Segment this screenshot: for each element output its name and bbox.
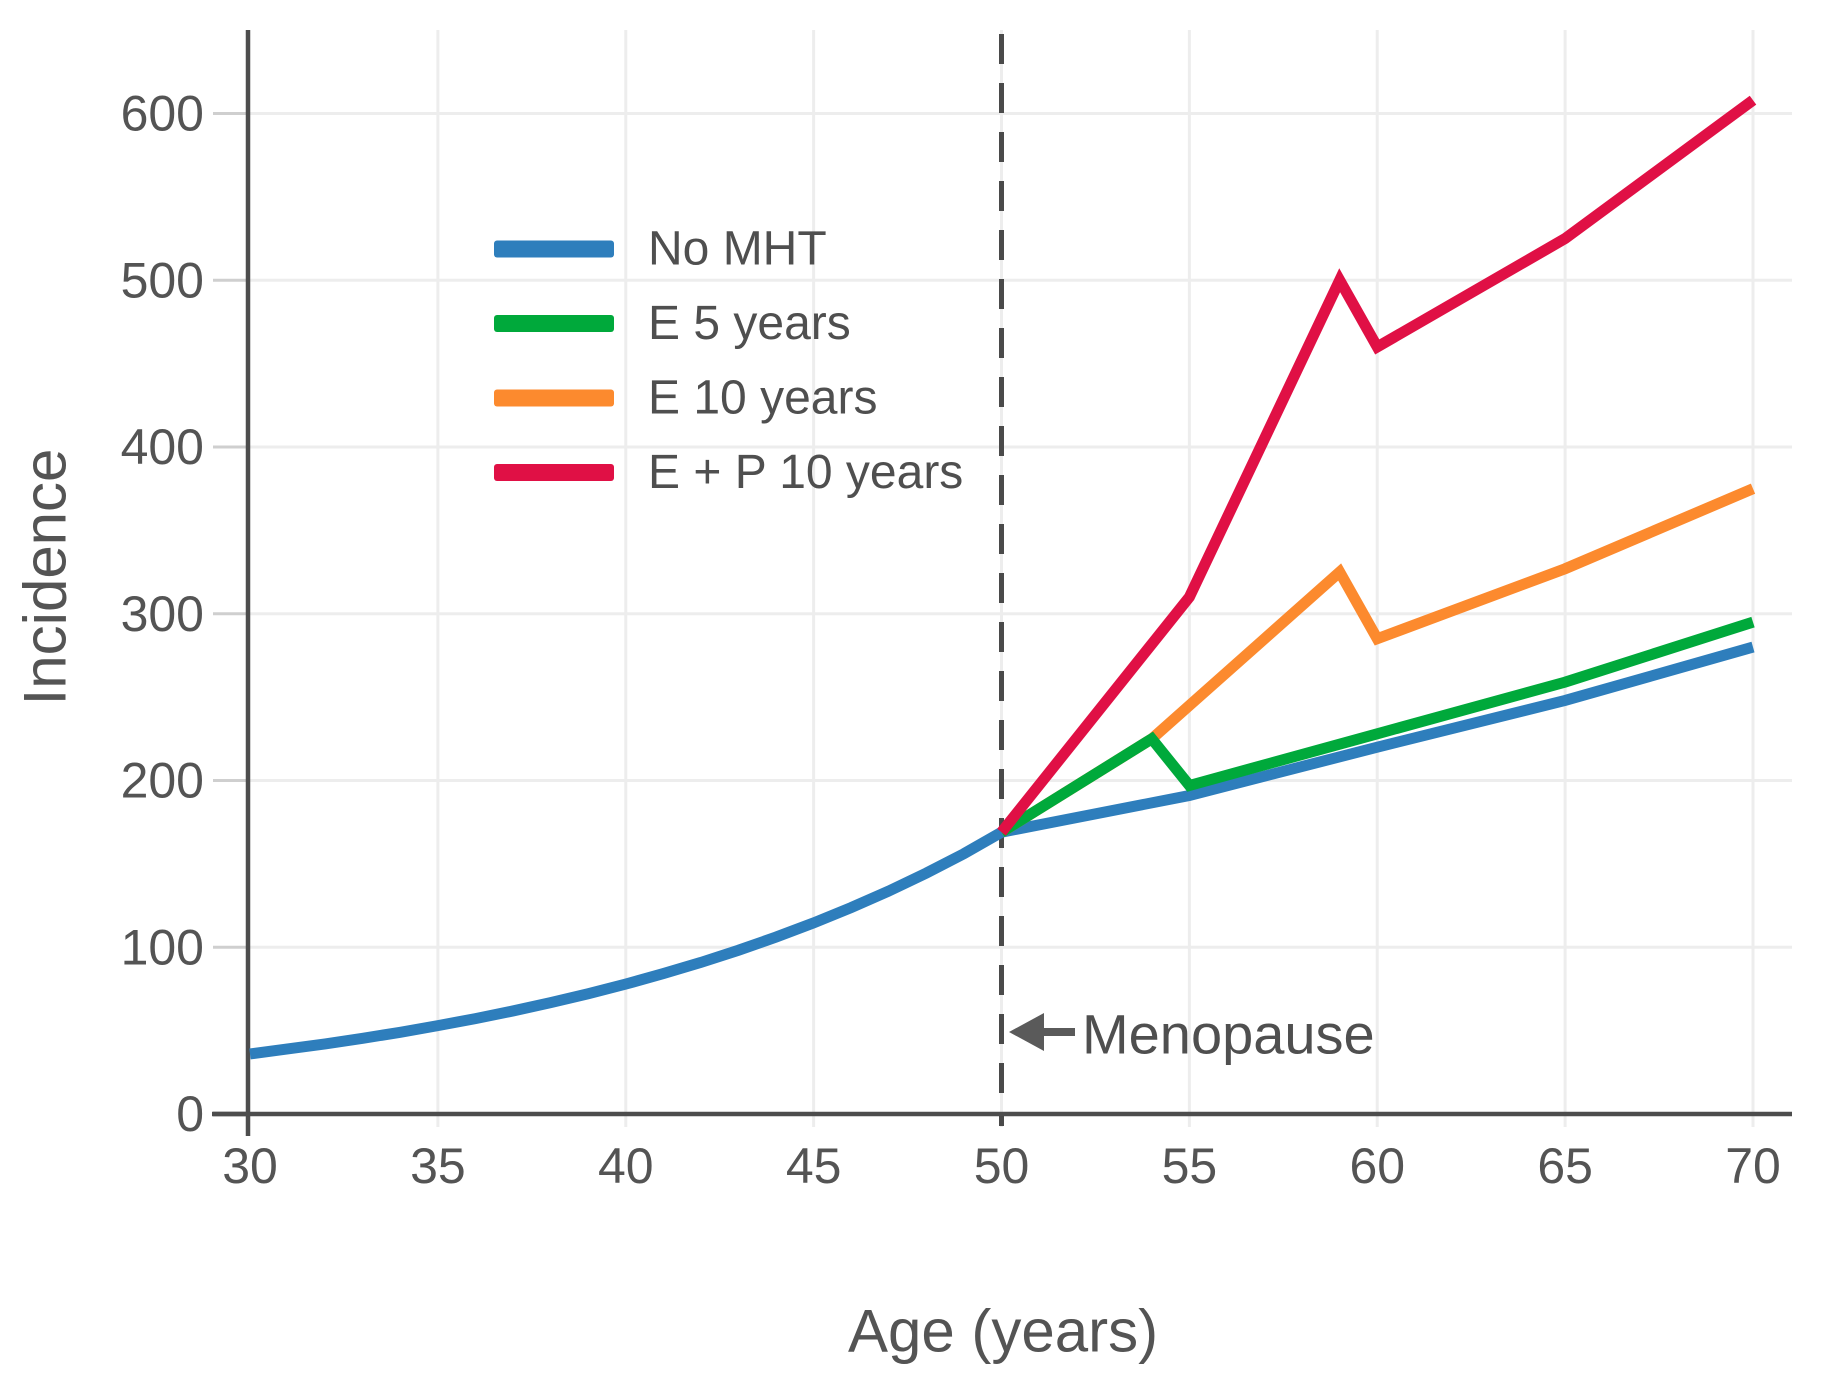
x-tick-label: 70 [1725,1138,1781,1194]
legend-swatch [494,315,614,332]
y-tick-label: 0 [176,1086,204,1142]
axis-layer [212,30,1792,1136]
x-axis-title: Age (years) [848,1298,1158,1365]
y-tick-label: 600 [121,86,204,142]
legend-label: E + P 10 years [648,446,963,499]
legend-item: E + P 10 years [494,446,963,499]
x-tick-label: 65 [1537,1138,1593,1194]
legend-swatch [494,240,614,258]
x-tick-label: 55 [1162,1138,1218,1194]
x-tick-label: 60 [1349,1138,1405,1194]
menopause-annotation: Menopause [1082,1003,1375,1066]
x-tick-label: 40 [598,1138,654,1194]
y-tick-label: 100 [121,919,204,975]
x-tick-label: 45 [786,1138,842,1194]
x-tick-label: 30 [222,1138,278,1194]
menopause-arrow-icon [1009,1013,1044,1051]
y-tick-label: 300 [121,586,204,642]
legend-label: No MHT [648,223,827,276]
legend-swatch [494,389,614,407]
legend-label: E 5 years [648,297,851,350]
x-tick-label: 50 [974,1138,1030,1194]
legend-item: No MHT [494,223,827,276]
legend-item: E 5 years [494,297,851,350]
legend-label: E 10 years [648,372,877,425]
x-tick-label: 35 [410,1138,466,1194]
y-axis-title: Incidence [12,449,79,706]
series-layer [249,95,1757,1060]
legend-swatch [494,464,614,481]
annotation-layer: Menopause [1009,1003,1375,1066]
y-tick-label: 400 [121,419,204,475]
legend: No MHT E 5 years E 10 years E + P 10 years [494,223,963,499]
y-tick-label: 200 [121,753,204,809]
series-line-e-p-10-years [997,95,1757,836]
y-tick-label: 500 [121,252,204,308]
legend-item: E 10 years [494,372,877,425]
tick-label-layer: 0 100 200 300 400 500 600 30 35 40 45 50 55 60 65 70 [121,86,1781,1195]
series-line-e-5-years [998,616,1755,837]
